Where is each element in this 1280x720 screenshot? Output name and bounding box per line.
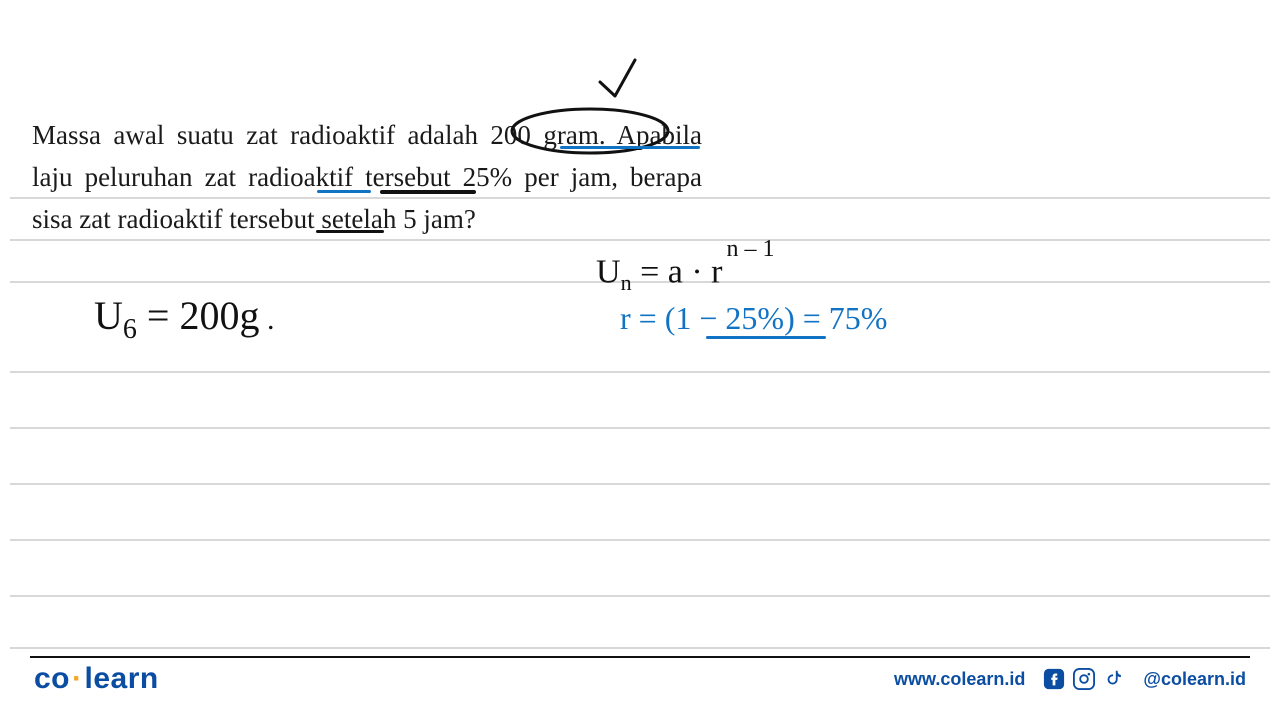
- tiktok-icon[interactable]: [1103, 668, 1125, 690]
- hw-u6-U: U: [94, 293, 123, 338]
- footer-right: www.colearn.id @colearn.id: [894, 668, 1246, 690]
- footer-rule: [30, 656, 1250, 658]
- hw-u6-dot: .: [259, 303, 274, 336]
- hw-u6: U6 = 200g .: [94, 292, 274, 346]
- underline-25pct: [317, 190, 371, 193]
- hw-un-eq: = a · r: [632, 253, 723, 290]
- problem-line1-a: Massa awal suatu zat radioaktif adalah: [32, 120, 478, 150]
- footer: co·learn www.colearn.id @colearn.id: [0, 662, 1280, 696]
- underline-r-calc: [706, 336, 826, 339]
- instagram-icon[interactable]: [1073, 668, 1095, 690]
- hw-un-exp: n – 1: [726, 236, 774, 262]
- underline-apabila-laju: [560, 146, 700, 149]
- social-icons: [1043, 668, 1125, 690]
- underline-per-jam: [380, 190, 476, 194]
- hw-un-n: n: [621, 270, 632, 295]
- hw-r-calc: r = (1 − 25%) = 75%: [620, 300, 887, 337]
- hw-un-formula: Un = a · rn – 1: [596, 250, 770, 296]
- problem-line3: radioaktif tersebut setelah 5 jam?: [117, 204, 475, 234]
- facebook-icon[interactable]: [1043, 668, 1065, 690]
- hw-un-U: U: [596, 253, 621, 290]
- brand-logo: co·learn: [34, 662, 159, 696]
- hw-r-text: r = (1 − 25%) = 75%: [620, 300, 887, 336]
- problem-text: Massa awal suatu zat radioaktif adalah 2…: [32, 115, 702, 241]
- brand-learn: learn: [85, 662, 159, 695]
- hw-u6-sub: 6: [123, 314, 137, 345]
- hw-u6-rest: = 200g: [137, 293, 260, 338]
- underline-5jam: [316, 230, 384, 233]
- ruled-lines: [0, 0, 1280, 720]
- brand-co: co: [34, 662, 70, 695]
- social-handle[interactable]: @colearn.id: [1143, 669, 1246, 690]
- brand-dot-icon: ·: [70, 662, 85, 695]
- site-url[interactable]: www.colearn.id: [894, 669, 1025, 690]
